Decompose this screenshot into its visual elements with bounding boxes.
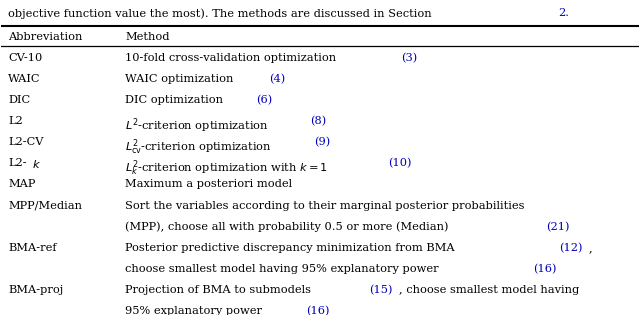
Text: L2: L2 [8, 116, 23, 126]
Text: 2.: 2. [558, 8, 569, 18]
Text: Projection of BMA to submodels: Projection of BMA to submodels [125, 285, 315, 295]
Text: WAIC optimization: WAIC optimization [125, 74, 237, 84]
Text: CV-10: CV-10 [8, 53, 43, 63]
Text: MPP/Median: MPP/Median [8, 201, 83, 211]
Text: objective function value the most). The methods are discussed in Section: objective function value the most). The … [8, 8, 436, 19]
Text: WAIC: WAIC [8, 74, 41, 84]
Text: BMA-ref: BMA-ref [8, 243, 57, 253]
Text: (4): (4) [269, 74, 285, 84]
Text: (8): (8) [310, 116, 326, 127]
Text: , choose smallest model having: , choose smallest model having [399, 285, 580, 295]
Text: (21): (21) [546, 222, 570, 232]
Text: $L^2_{\mathrm{cv}}$-criterion optimization: $L^2_{\mathrm{cv}}$-criterion optimizati… [125, 137, 272, 157]
Text: L2-: L2- [8, 158, 27, 169]
Text: Method: Method [125, 32, 170, 42]
Text: (16): (16) [306, 306, 330, 315]
Text: (10): (10) [388, 158, 412, 169]
Text: Abbreviation: Abbreviation [8, 32, 83, 42]
Text: choose smallest model having 95% explanatory power: choose smallest model having 95% explana… [125, 264, 442, 274]
Text: MAP: MAP [8, 180, 36, 190]
Text: 10-fold cross-validation optimization: 10-fold cross-validation optimization [125, 53, 340, 63]
Text: (MPP), choose all with probability 0.5 or more (Median): (MPP), choose all with probability 0.5 o… [125, 222, 452, 232]
Text: (16): (16) [534, 264, 557, 274]
Text: L2-CV: L2-CV [8, 137, 44, 147]
Text: DIC: DIC [8, 95, 31, 105]
Text: 95% explanatory power: 95% explanatory power [125, 306, 266, 315]
Text: (9): (9) [314, 137, 331, 148]
Text: Sort the variables according to their marginal posterior probabilities: Sort the variables according to their ma… [125, 201, 525, 211]
Text: $L^2_k$-criterion optimization with $k = 1$: $L^2_k$-criterion optimization with $k =… [125, 158, 330, 178]
Text: Maximum a posteriori model: Maximum a posteriori model [125, 180, 292, 190]
Text: (3): (3) [401, 53, 418, 63]
Text: $L^2$-criterion optimization: $L^2$-criterion optimization [125, 116, 269, 135]
Text: (12): (12) [559, 243, 582, 253]
Text: (6): (6) [256, 95, 272, 106]
Text: $k$: $k$ [33, 158, 42, 170]
Text: BMA-proj: BMA-proj [8, 285, 63, 295]
Text: ,: , [589, 243, 593, 253]
Text: Posterior predictive discrepancy minimization from BMA: Posterior predictive discrepancy minimiz… [125, 243, 462, 253]
Text: (15): (15) [369, 285, 393, 295]
Text: DIC optimization: DIC optimization [125, 95, 227, 105]
